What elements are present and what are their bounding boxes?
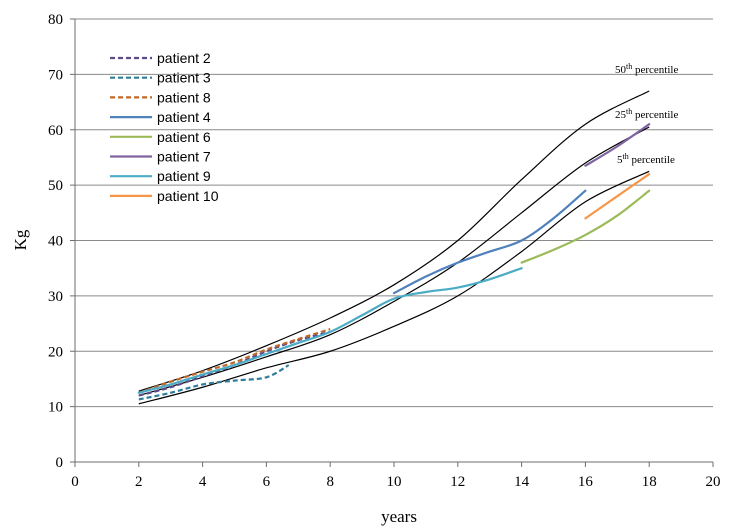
y-tick-label: 40 bbox=[48, 234, 63, 250]
legend-label: patient 4 bbox=[157, 109, 211, 125]
percentile-curve bbox=[138, 126, 650, 397]
tick-labels: 0 2 4 6 8 10 12 14 16 18 20 0 10 20 30 40 50 60 70 80 bbox=[48, 12, 721, 490]
series-line-patient-3 bbox=[138, 364, 290, 401]
legend-label: patient 6 bbox=[157, 129, 211, 145]
y-tick-label: 60 bbox=[48, 123, 63, 139]
legend: patient 2 patient 3 patient 8 patient 4 pati… bbox=[110, 50, 219, 204]
x-tick-label: 2 bbox=[135, 474, 143, 490]
percentile-curve bbox=[138, 90, 650, 392]
x-tick-label: 0 bbox=[71, 474, 79, 490]
series-line-patient-6 bbox=[520, 189, 651, 264]
y-tick-label: 10 bbox=[48, 400, 63, 416]
x-tick-label: 8 bbox=[326, 474, 334, 490]
y-tick-label: 80 bbox=[48, 12, 63, 28]
percentile-curve bbox=[138, 170, 650, 405]
y-axis-title: Kg bbox=[11, 229, 30, 250]
legend-label: patient 10 bbox=[157, 188, 219, 204]
y-tick-label: 50 bbox=[48, 178, 63, 194]
percentile-label: 25th percentile bbox=[615, 107, 678, 121]
x-tick-label: 6 bbox=[263, 474, 271, 490]
percentile-curves bbox=[138, 90, 650, 405]
legend-label: patient 9 bbox=[157, 168, 211, 184]
y-tick-label: 30 bbox=[48, 289, 63, 305]
x-axis-title: years bbox=[381, 507, 417, 526]
x-tick-label: 16 bbox=[578, 474, 594, 490]
x-tick-label: 14 bbox=[514, 474, 530, 490]
legend-label: patient 8 bbox=[157, 89, 211, 105]
series-line-patient-4 bbox=[392, 189, 587, 295]
x-tick-label: 4 bbox=[199, 474, 207, 490]
series-line-patient-9 bbox=[137, 267, 523, 394]
gridlines bbox=[75, 18, 713, 408]
series-line-patient-10 bbox=[584, 172, 651, 220]
axes bbox=[70, 18, 714, 467]
y-tick-label: 70 bbox=[48, 67, 63, 83]
percentile-label: 50th percentile bbox=[615, 62, 678, 76]
series-line-patient-8 bbox=[138, 328, 331, 394]
x-tick-label: 10 bbox=[387, 474, 402, 490]
percentile-label: 5th percentile bbox=[617, 152, 675, 166]
percentile-labels: 50th percentile 25th percentile 5th percen… bbox=[615, 62, 678, 166]
x-tick-label: 20 bbox=[706, 474, 721, 490]
legend-label: patient 7 bbox=[157, 149, 211, 165]
y-tick-label: 20 bbox=[48, 344, 63, 360]
series-line-patient-7 bbox=[584, 123, 651, 167]
y-tick-label: 0 bbox=[56, 455, 64, 471]
x-tick-label: 12 bbox=[450, 474, 465, 490]
patient-series bbox=[137, 123, 651, 401]
legend-label: patient 3 bbox=[157, 70, 211, 86]
x-tick-label: 18 bbox=[642, 474, 657, 490]
legend-label: patient 2 bbox=[157, 50, 211, 66]
